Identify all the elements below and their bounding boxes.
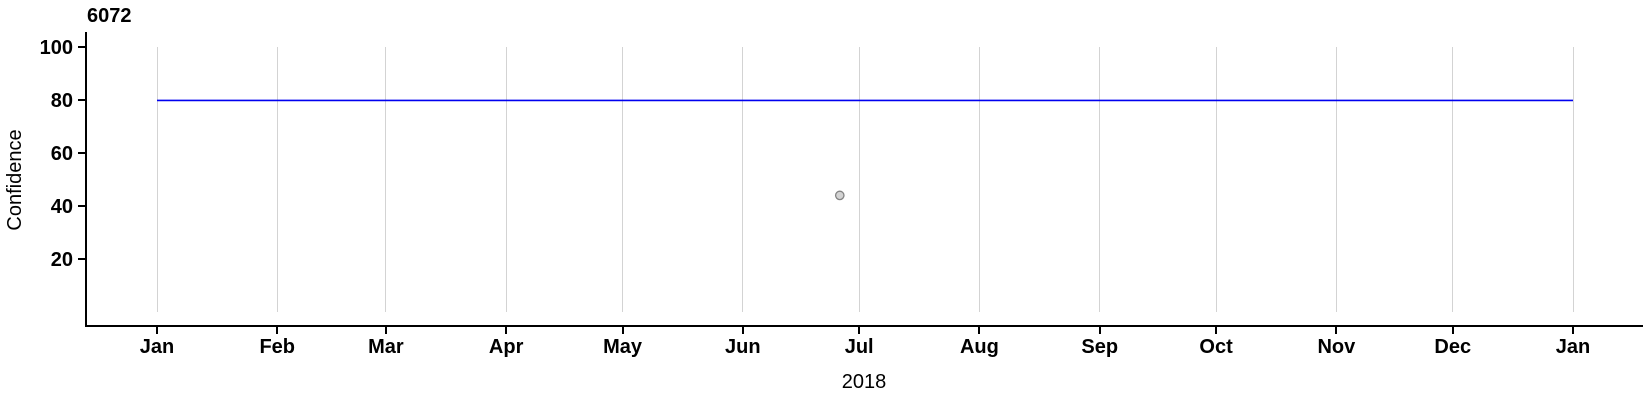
x-tick-label: Jul [844,336,874,359]
x-tick-label: Feb [259,336,296,359]
x-tick-mark [384,326,387,334]
observation-point [834,190,845,201]
y-tick-label: 60 [50,143,73,166]
y-tick-label: 20 [50,249,73,272]
month-gridline [858,47,860,312]
month-gridline [622,47,624,312]
month-gridline [1452,47,1454,312]
y-tick-label: 100 [39,37,73,60]
x-tick-mark [1215,326,1218,334]
month-gridline [1215,47,1217,312]
x-tick-mark [156,326,158,334]
month-gridline [505,47,507,312]
x-tick-label: Oct [1199,336,1233,359]
x-tick-mark [621,326,624,334]
month-gridline [742,47,744,312]
y-tick-label: 80 [50,90,73,113]
x-axis-line [85,324,1643,327]
x-tick-label: Jan [1555,336,1591,359]
x-tick-label: Sep [1081,336,1119,359]
x-tick-label: Nov [1317,336,1356,359]
y-tick-label: 40 [50,196,73,219]
month-gridline [1572,47,1574,312]
x-tick-mark [1335,326,1338,334]
y-tick-mark [78,99,85,101]
x-tick-mark [1451,326,1454,334]
x-tick-mark [276,326,279,334]
x-tick-label: Jun [725,336,761,359]
month-gridline [978,47,980,312]
x-tick-label: May [603,336,642,359]
x-tick-mark [858,326,861,334]
x-tick-mark [1572,326,1574,334]
month-gridline [156,47,158,312]
x-tick-label: Jan [139,336,175,359]
y-tick-mark [78,46,85,48]
x-tick-mark [1098,326,1101,334]
x-tick-mark [978,326,981,334]
month-gridline [1099,47,1101,312]
x-tick-mark [741,326,744,334]
x-tick-label: Mar [368,336,404,359]
month-gridline [1335,47,1337,312]
month-gridline [276,47,278,312]
y-tick-mark [78,205,85,207]
x-tick-label: Dec [1434,336,1472,359]
y-tick-mark [78,152,85,154]
x-tick-label: Aug [959,336,999,359]
x-tick-label: Apr [488,336,524,359]
x-tick-mark [505,326,508,334]
month-gridline [385,47,387,312]
y-axis-line [85,32,87,327]
chart-title: 6072 [87,4,132,27]
x-axis-title: 2018 [841,370,887,393]
y-tick-mark [78,258,85,260]
